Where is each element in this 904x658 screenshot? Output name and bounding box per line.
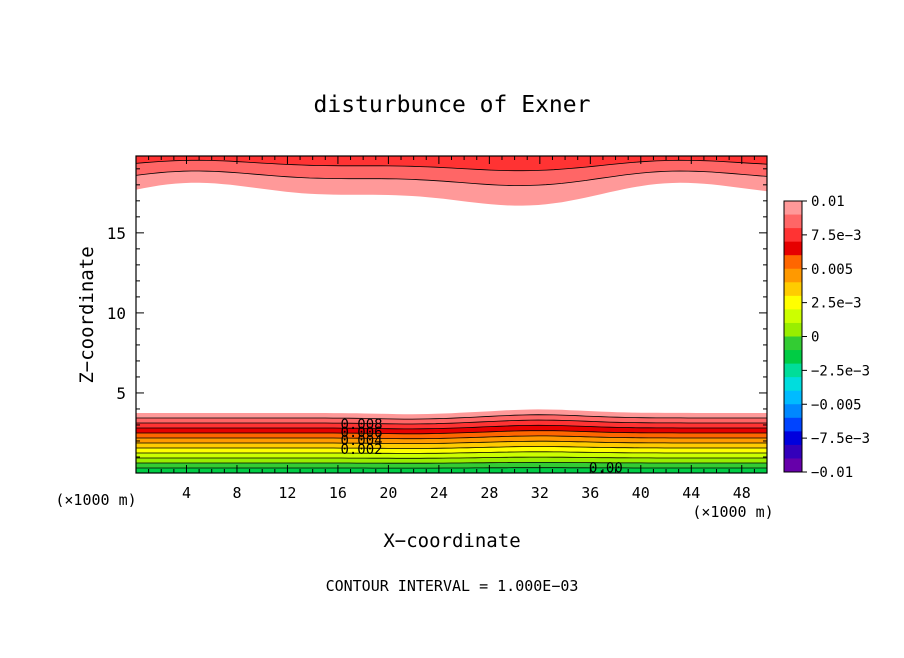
colorbar-swatch (784, 228, 802, 242)
colorbar-label: 0.005 (811, 262, 853, 278)
x-tick-label: 28 (480, 484, 498, 502)
colorbar-swatch (784, 431, 802, 445)
contour-label: 0.00 (589, 460, 623, 476)
colorbar-label: −0.005 (811, 397, 862, 413)
x-tick-label: 44 (682, 484, 700, 502)
x-tick-label: 40 (632, 484, 650, 502)
y-tick-label: 15 (107, 224, 126, 243)
x-tick-label: 20 (379, 484, 397, 502)
colorbar-swatch (784, 404, 802, 418)
contour-label: 0.002 (340, 442, 382, 458)
x-axis-label: X−coordinate (383, 530, 520, 552)
colorbar-swatch (784, 377, 802, 391)
colorbar-label: 7.5e−3 (811, 228, 862, 244)
colorbar: 0.01 7.5e−3 0.005 2.5e−3 0 −2.5e−3 −0.005 −7.5e… (784, 194, 870, 481)
colorbar-swatch (784, 269, 802, 283)
colorbar-swatch (784, 296, 802, 310)
colorbar-swatch (784, 337, 802, 351)
x-tick-label: 16 (329, 484, 347, 502)
colorbar-swatch (784, 418, 802, 432)
colorbar-label: 2.5e−3 (811, 296, 862, 312)
colorbar-swatch (784, 282, 802, 296)
colorbar-label: −0.01 (811, 465, 853, 481)
colorbar-swatch (784, 242, 802, 256)
colorbar-swatch (784, 458, 802, 472)
colorbar-label: −7.5e−3 (811, 431, 870, 447)
x-tick-label: 32 (531, 484, 549, 502)
y-axis-label: Z−coordinate (76, 246, 98, 383)
colorbar-label: −2.5e−3 (811, 363, 870, 379)
colorbar-swatch (784, 201, 802, 215)
colorbar-swatch (784, 309, 802, 323)
x-tick-label: 12 (278, 484, 296, 502)
colorbar-swatch (784, 445, 802, 459)
colorbar-swatch (784, 391, 802, 405)
colorbar-label: 0 (811, 330, 819, 346)
contour-interval-footer: CONTOUR INTERVAL = 1.000E−03 (326, 577, 579, 595)
colorbar-label: 0.01 (811, 194, 845, 210)
x-tick-label: 4 (182, 484, 191, 502)
colorbar-swatch (784, 323, 802, 337)
y-tick-label: 5 (116, 384, 126, 403)
colorbar-swatch (784, 364, 802, 378)
chart-title: disturbunce of Exner (314, 92, 591, 118)
x-tick-label: 8 (232, 484, 241, 502)
colorbar-swatch (784, 215, 802, 229)
y-tick-label: 10 (107, 304, 126, 323)
x-tick-label: 48 (733, 484, 751, 502)
x-unit-left: (×1000 m) (55, 491, 136, 509)
x-tick-label: 24 (430, 484, 448, 502)
colorbar-swatch (784, 350, 802, 364)
x-unit-right: (×1000 m) (692, 503, 773, 521)
x-tick-label: 36 (581, 484, 599, 502)
colorbar-swatch (784, 255, 802, 269)
